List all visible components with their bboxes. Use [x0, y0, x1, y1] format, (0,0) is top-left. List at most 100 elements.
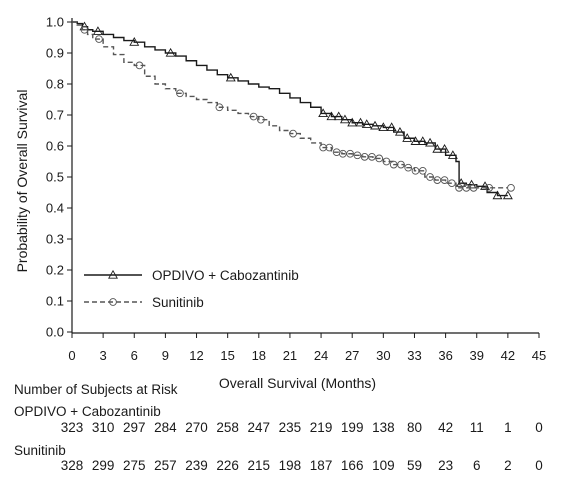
censor-marker-opdivo: [480, 181, 491, 190]
at-risk-count-opdivo: 258: [216, 420, 239, 435]
censor-marker-opdivo: [347, 117, 358, 127]
censor-marker-opdivo: [502, 190, 513, 200]
censor-marker-opdivo: [339, 114, 350, 124]
y-tick-label: 0.5: [46, 170, 64, 185]
y-axis-title: Probability of Overall Survival: [14, 90, 30, 273]
at-risk-count-opdivo: 284: [154, 420, 177, 435]
censor-marker-sunitinib: [404, 163, 413, 172]
at-risk-count-sunitinib: 299: [92, 458, 115, 473]
legend-label: Sunitinib: [152, 295, 204, 310]
censor-marker-sunitinib: [80, 25, 89, 34]
censor-marker-opdivo: [326, 111, 337, 121]
at-risk-count-sunitinib: 23: [438, 458, 453, 473]
x-tick-label: 45: [532, 348, 546, 363]
x-tick-label: 21: [283, 348, 297, 363]
x-tick-label: 12: [189, 348, 203, 363]
censor-marker-sunitinib: [433, 176, 442, 184]
at-risk-count-sunitinib: 0: [535, 458, 543, 473]
censor-marker-sunitinib: [325, 143, 334, 152]
censor-marker-opdivo: [92, 26, 103, 35]
y-tick-label: 0.8: [46, 77, 64, 92]
at-risk-count-sunitinib: 166: [341, 458, 364, 473]
y-tick-label: 1.0: [46, 15, 64, 30]
at-risk-count-opdivo: 42: [438, 420, 453, 435]
at-risk-count-sunitinib: 6: [473, 458, 481, 473]
censor-marker-sunitinib: [469, 184, 478, 192]
censor-marker-sunitinib: [319, 143, 327, 152]
at-risk-count-sunitinib: 328: [61, 458, 84, 473]
at-risk-count-opdivo: 310: [92, 420, 115, 435]
censor-marker-sunitinib: [382, 157, 391, 166]
censor-marker-sunitinib: [375, 154, 384, 163]
at-risk-count-opdivo: 1: [504, 420, 512, 435]
at-risk-count-opdivo: 80: [407, 420, 422, 435]
censor-marker-sunitinib: [360, 153, 369, 161]
at-risk-count-sunitinib: 257: [154, 458, 177, 473]
censor-marker-sunitinib: [426, 173, 434, 181]
censor-marker-opdivo: [394, 126, 405, 136]
at-risk-count-sunitinib: 275: [123, 458, 146, 473]
y-tick-label: 0.9: [46, 46, 64, 61]
censor-marker-opdivo: [432, 143, 443, 153]
censor-marker-opdivo: [378, 122, 389, 132]
censor-marker-opdivo: [492, 190, 503, 200]
legend-marker: [108, 269, 118, 279]
at-risk-count-opdivo: 247: [248, 420, 271, 435]
censor-marker-sunitinib: [507, 184, 515, 192]
at-risk-count-sunitinib: 198: [279, 458, 302, 473]
at-risk-count-opdivo: 323: [61, 420, 84, 435]
at-risk-count-sunitinib: 226: [216, 458, 239, 473]
y-tick-label: 0.3: [46, 232, 64, 247]
at-risk-count-sunitinib: 187: [310, 458, 333, 473]
at-risk-count-sunitinib: 109: [372, 458, 395, 473]
censor-marker-opdivo: [439, 143, 450, 153]
x-tick-label: 42: [501, 348, 515, 363]
x-tick-label: 39: [469, 348, 483, 363]
censor-marker-opdivo: [417, 136, 428, 145]
censor-marker-opdivo: [425, 137, 436, 147]
at-risk-count-opdivo: 138: [372, 420, 395, 435]
at-risk-row-label-opdivo: OPDIVO + Cabozantinib: [14, 404, 161, 419]
y-tick-label: 0.0: [46, 325, 64, 340]
x-tick-label: 3: [100, 348, 107, 363]
series-line-opdivo-cabozantinib: [72, 21, 508, 197]
x-tick-label: 33: [407, 348, 421, 363]
x-tick-label: 9: [162, 348, 169, 363]
censor-marker-opdivo: [447, 150, 458, 159]
y-tick-label: 0.7: [46, 108, 64, 123]
censor-marker-sunitinib: [411, 166, 420, 175]
censor-marker-sunitinib: [176, 89, 184, 98]
censor-marker-sunitinib: [289, 129, 297, 138]
x-tick-label: 18: [252, 348, 266, 363]
censor-marker-sunitinib: [389, 160, 398, 169]
censor-marker-opdivo: [386, 122, 397, 132]
censor-marker-opdivo: [402, 133, 413, 142]
x-tick-label: 24: [314, 348, 328, 363]
censor-marker-sunitinib: [353, 151, 362, 160]
at-risk-count-opdivo: 235: [279, 420, 302, 435]
censor-marker-sunitinib: [447, 179, 456, 188]
censor-marker-opdivo: [225, 72, 236, 82]
censor-marker-opdivo: [129, 37, 140, 46]
y-tick-label: 0.1: [46, 294, 64, 309]
x-tick-label: 6: [131, 348, 138, 363]
x-axis-title: Overall Survival (Months): [219, 375, 376, 391]
at-risk-count-opdivo: 11: [470, 420, 484, 435]
censor-marker-sunitinib: [397, 160, 405, 169]
censor-marker-sunitinib: [440, 176, 449, 184]
at-risk-count-opdivo: 270: [185, 420, 208, 435]
x-tick-label: 0: [68, 348, 75, 363]
censor-marker-opdivo: [333, 111, 344, 121]
censor-marker-sunitinib: [462, 184, 471, 192]
censor-marker-sunitinib: [485, 184, 494, 192]
x-tick-label: 36: [438, 348, 452, 363]
y-tick-label: 0.2: [46, 263, 64, 278]
censor-marker-opdivo: [410, 136, 421, 145]
censor-marker-opdivo: [456, 178, 467, 187]
censor-marker-sunitinib: [346, 149, 354, 158]
at-risk-count-sunitinib: 215: [248, 458, 271, 473]
x-tick-label: 27: [345, 348, 359, 363]
censor-marker-sunitinib: [339, 149, 347, 158]
